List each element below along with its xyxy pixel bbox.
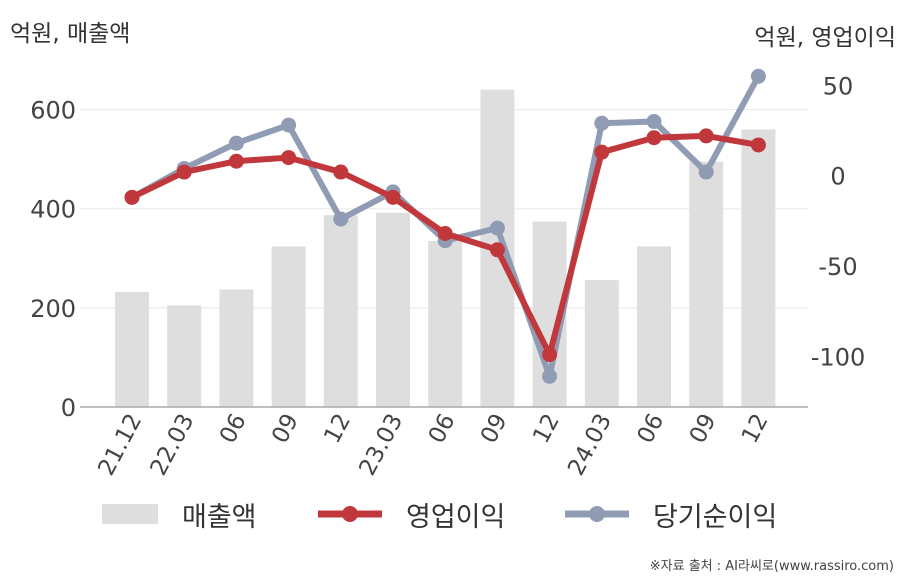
point-net-income (489, 220, 505, 236)
bar-revenue (376, 212, 410, 407)
bar-revenue (689, 161, 724, 407)
legend-swatch-net-line (565, 506, 629, 522)
left-tick-label: 400 (30, 196, 76, 224)
x-tick-label: 06 (424, 410, 461, 448)
point-net-income (333, 211, 349, 227)
x-tick-label: 23.03 (354, 410, 408, 480)
point-operating-profit (594, 144, 610, 160)
point-operating-profit (385, 189, 401, 205)
bar-revenue (115, 291, 149, 407)
legend-item-revenue: 매출액 (102, 494, 257, 534)
bar-revenue (637, 246, 671, 407)
x-tick-label: 12 (737, 410, 774, 448)
point-net-income (750, 68, 766, 84)
left-tick-label: 0 (61, 394, 76, 422)
point-operating-profit (437, 226, 453, 241)
right-tick-label: 50 (823, 72, 854, 100)
x-tick-label: 09 (267, 410, 304, 448)
line-series (124, 68, 766, 384)
point-net-income (594, 115, 610, 131)
x-tick-label: 12 (528, 410, 565, 448)
bar-revenue (741, 129, 776, 407)
bar-revenue (219, 289, 254, 407)
right-tick-labels: -100 -50 0 50 (811, 72, 865, 371)
x-tick-label: 09 (476, 410, 513, 448)
x-tick-label: 09 (685, 410, 722, 448)
legend: 매출액 영업이익 당기순이익 (0, 494, 908, 534)
right-tick-label: 0 (830, 163, 845, 191)
legend-label-revenue: 매출액 (182, 501, 257, 533)
bar-revenue (584, 280, 619, 407)
point-net-income (281, 117, 297, 133)
point-operating-profit (646, 130, 662, 146)
left-tick-label: 600 (30, 97, 76, 125)
point-net-income (698, 164, 714, 180)
left-axis-unit: 억원, 매출액 (10, 21, 131, 47)
point-operating-profit (542, 347, 558, 363)
bar-revenue (323, 215, 358, 407)
right-tick-label: -100 (811, 343, 865, 371)
legend-swatch-operating-line (318, 506, 382, 522)
legend-item-net-income: 당기순이익 (565, 494, 777, 534)
point-operating-profit (698, 128, 714, 144)
x-tick-label: 12 (319, 410, 356, 448)
left-tick-labels: 0 200 400 600 (30, 97, 76, 422)
x-tick-label: 06 (633, 410, 670, 448)
point-operating-profit (333, 164, 349, 180)
bar-revenue (428, 240, 463, 407)
point-operating-profit (489, 242, 505, 258)
bar-revenue (271, 246, 306, 407)
legend-item-operating-profit: 영업이익 (318, 494, 505, 534)
point-net-income (542, 368, 558, 384)
legend-swatch-bar (102, 504, 158, 524)
point-operating-profit (750, 137, 766, 153)
bar-revenue (167, 305, 202, 407)
legend-label-net-income: 당기순이익 (653, 501, 778, 533)
x-tick-label: 06 (215, 410, 252, 448)
point-operating-profit (124, 189, 140, 205)
source-note: ※자료 출처 : AI라씨로(www.rassiro.com) (649, 559, 894, 574)
right-tick-label: -50 (818, 253, 857, 281)
legend-label-operating-profit: 영업이익 (406, 501, 506, 533)
left-tick-label: 200 (30, 295, 76, 323)
point-net-income (228, 135, 244, 151)
x-tick-label: 22.03 (146, 410, 200, 480)
point-operating-profit (228, 153, 244, 169)
x-tick-label: 24.03 (563, 410, 617, 480)
point-operating-profit (176, 164, 192, 180)
x-tick-label: 21.12 (93, 410, 147, 480)
point-operating-profit (281, 150, 297, 166)
point-net-income (646, 113, 662, 129)
right-axis-unit: 억원, 영업이익 (754, 25, 896, 51)
